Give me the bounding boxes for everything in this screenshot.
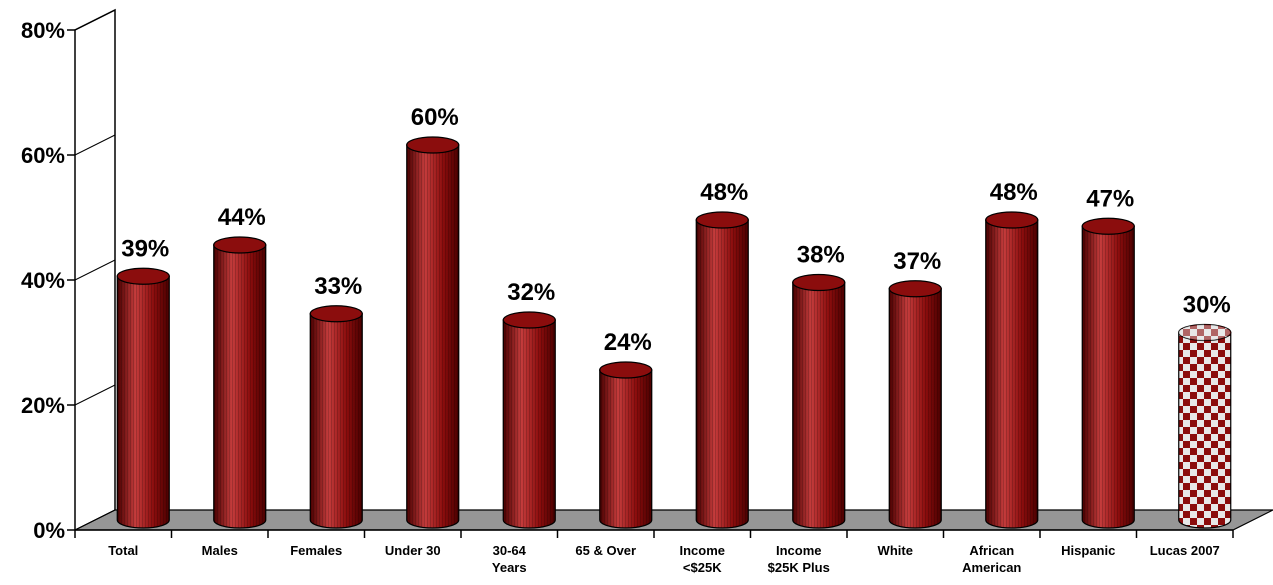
bar [406,136,460,529]
axes [67,8,1273,538]
bar [985,211,1039,529]
x-tick-label-line: 30-64 [493,543,527,558]
y-tick-depth-line [74,384,116,406]
x-tick-label-line: Years [492,560,527,575]
x-tick-label: 30-64 Years [492,543,527,575]
data-label: 38% [797,242,845,269]
bar [116,267,170,529]
bar-body [1178,331,1232,529]
x-tick-label: Males [202,543,238,558]
x-tick-label-line: <$25K [683,560,722,575]
x-tick-label: Hispanic [1061,543,1115,558]
data-label: 48% [700,179,748,206]
x-tick-label-line: American [962,560,1021,575]
data-label: 32% [507,279,555,306]
data-label: 60% [411,104,459,131]
y-tick-label: 20% [21,393,65,418]
bar-texture [985,220,1038,528]
bar-top [599,361,653,379]
x-tick-label-line: Under 30 [385,543,441,558]
bar [599,361,653,529]
y-tick-depth-line [74,9,116,31]
x-tick-label-line: $25K Plus [768,560,830,575]
y-tick-depth-line [74,509,116,531]
x-tick-label-line: Lucas 2007 [1150,543,1220,558]
data-label: 47% [1086,185,1134,212]
x-tick-label-line: 65 & Over [575,543,636,558]
y-tick-label: 40% [21,268,65,293]
x-tick-label-line: White [878,543,913,558]
x-tick-label: Females [290,543,342,558]
bar-top [406,136,460,154]
bar [502,311,556,529]
bar-texture [213,245,266,528]
bar-top [888,280,942,298]
y-tick-label: 80% [21,18,65,43]
bar [792,273,846,529]
bar-texture [117,276,170,528]
x-tick-label: White [878,543,913,558]
x-tick-label-line: Total [108,543,138,558]
bar-texture [406,145,459,528]
bar-texture [696,220,749,528]
x-tick-label-line: Hispanic [1061,543,1115,558]
bar-top [695,211,749,229]
bar-top [502,311,556,329]
x-tick-label: Income $25K Plus [768,543,830,575]
bar-top [213,236,267,254]
y-tick-label: 60% [21,143,65,168]
bar-texture [503,320,556,528]
x-tick-label: Total [108,543,138,558]
bar-top-texture [1178,324,1231,341]
x-tick-label-line: Males [202,543,238,558]
x-tick-label-line: Income [679,543,725,558]
bar-top [116,267,170,285]
bar-texture [599,370,652,528]
data-label: 24% [604,329,652,356]
bar-texture [310,313,363,528]
bar-top [985,211,1039,229]
bar-top [309,305,363,323]
x-tick-label: Lucas 2007 [1150,543,1220,558]
data-label: 39% [121,235,169,262]
data-labels: 39% 44% 33% 60% 32% 24% 48% 38% 37% 48% 47% 30% [121,104,1231,356]
bar-texture [889,288,942,528]
data-label: 44% [218,204,266,231]
bar-top [1081,217,1135,235]
x-tick-label: African American [962,543,1021,575]
x-tick-label-line: Females [290,543,342,558]
x-tick-label: Income <$25K [679,543,725,575]
data-label: 48% [990,179,1038,206]
y-tick-depth-line [74,134,116,156]
bars [116,136,1232,529]
bar [213,236,267,529]
data-label: 37% [893,248,941,275]
x-tick-label: 65 & Over [575,543,636,558]
x-tick-label-line: Income [776,543,822,558]
data-label: 33% [314,273,362,300]
bar [888,280,942,529]
y-tick-depth-line [74,259,116,281]
tick-labels: 0% 20% 40% 60% 80% Total Males Females Under 30 3… [21,18,1220,575]
y-tick-label: 0% [33,518,65,543]
data-label: 30% [1183,292,1231,319]
bar [1178,323,1232,529]
x-tick-label: Under 30 [385,543,441,558]
bar [695,211,749,529]
bar-top [792,273,846,292]
bar [309,305,363,529]
bar-texture [1082,226,1135,528]
bar-texture [792,282,845,528]
x-tick-label-line: African [969,543,1014,558]
bar [1081,217,1135,529]
